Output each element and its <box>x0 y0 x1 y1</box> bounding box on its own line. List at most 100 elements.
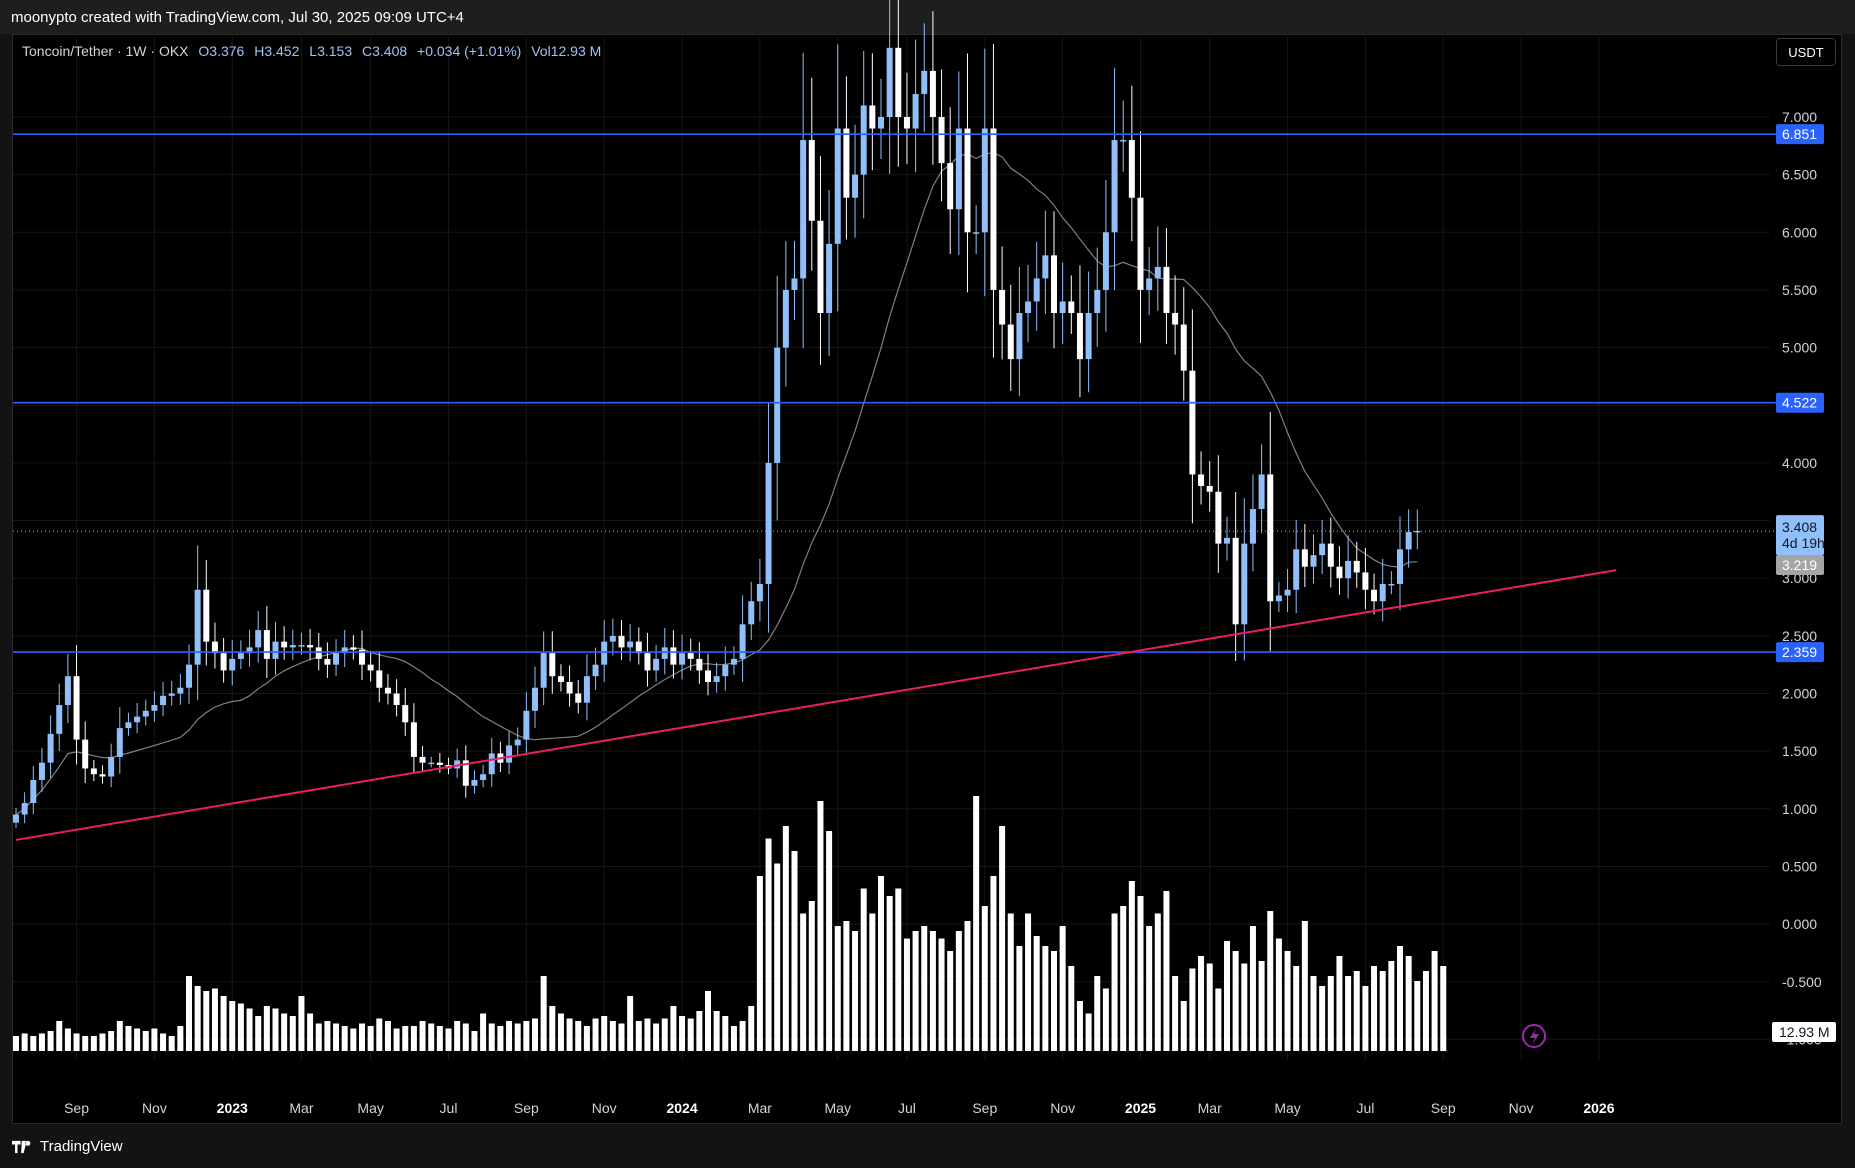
candle-body <box>1094 289 1101 314</box>
volume-bar <box>298 996 305 1051</box>
x-tick-label: Sep <box>972 1100 997 1116</box>
volume-bar <box>860 888 867 1051</box>
volume-bar <box>237 1003 244 1051</box>
volume-bar <box>134 1028 141 1051</box>
volume-bar <box>1059 926 1066 1051</box>
ma-price-label: 3.219 <box>1782 557 1817 573</box>
x-tick-label: 2026 <box>1583 1100 1614 1116</box>
tradingview-logo-icon <box>12 1140 31 1153</box>
candle-body <box>73 676 80 740</box>
volume-bar <box>1016 946 1023 1051</box>
volume-bar <box>730 1026 737 1051</box>
volume-bar <box>324 1021 331 1051</box>
volume-bar <box>1353 971 1360 1051</box>
x-tick-label: Sep <box>1431 1100 1456 1116</box>
volume-bar <box>644 1018 651 1051</box>
candle-body <box>1224 537 1230 544</box>
volume-bar <box>973 796 980 1051</box>
volume-bar <box>488 1023 495 1051</box>
legend-change: +0.034 (+1.01%) <box>417 43 522 59</box>
volume-bar <box>575 1021 582 1051</box>
volume-bar <box>912 931 919 1051</box>
volume-bar <box>1111 913 1118 1051</box>
candle-body <box>800 140 807 279</box>
volume-bar <box>826 831 833 1051</box>
volume-bar <box>1414 981 1421 1051</box>
volume-bar <box>774 863 781 1051</box>
volume-bar <box>56 1021 63 1051</box>
volume-bar <box>125 1026 132 1051</box>
candle-body <box>1327 543 1334 567</box>
volume-bar <box>142 1031 149 1051</box>
volume-bar <box>1025 913 1032 1051</box>
candle-body <box>869 105 876 129</box>
volume-bar <box>21 1033 28 1051</box>
volume-bar <box>116 1021 123 1051</box>
volume-bar <box>1241 963 1248 1051</box>
last-price-label: 3.408 <box>1782 519 1817 535</box>
volume-bar <box>1397 946 1403 1051</box>
candle-body <box>1301 549 1308 567</box>
candle-body <box>315 647 322 659</box>
candle-body <box>220 653 227 671</box>
candle-body <box>1319 543 1326 556</box>
volume-bar <box>367 1026 374 1051</box>
x-tick-label: Jul <box>898 1100 916 1116</box>
volume-bar <box>38 1033 45 1051</box>
candle-body <box>1198 474 1205 486</box>
candle-body <box>151 705 158 711</box>
volume-bar <box>272 1008 279 1051</box>
candle-body <box>307 645 314 648</box>
volume-bar <box>1094 976 1101 1051</box>
x-tick-label: Mar <box>1198 1100 1222 1116</box>
volume-bar <box>73 1033 80 1051</box>
volume-bar <box>514 1023 521 1051</box>
candle-body <box>999 289 1006 325</box>
volume-bar <box>722 1016 729 1051</box>
volume-bar <box>843 921 850 1051</box>
volume-bar <box>1232 951 1239 1051</box>
candle-body <box>878 117 884 129</box>
candle-body <box>125 722 132 729</box>
volume-bar <box>1319 986 1326 1051</box>
candle-body <box>1154 266 1161 279</box>
volume-bar <box>1206 963 1213 1051</box>
volume-bar <box>1224 941 1230 1051</box>
tradingview-brand[interactable]: TradingView <box>12 1138 123 1155</box>
volume-bar <box>1154 913 1161 1051</box>
candle-body <box>514 739 521 746</box>
candle-body <box>1042 255 1049 279</box>
ma-price-tag <box>1776 554 1824 575</box>
candle-body <box>1068 301 1075 314</box>
legend-low: L3.153 <box>309 43 353 59</box>
candle-body <box>1163 266 1170 314</box>
volume-bar <box>410 1026 417 1051</box>
volume-bar <box>938 938 945 1051</box>
candle-body <box>1206 485 1213 492</box>
x-tick-label: 2023 <box>217 1100 248 1116</box>
candle-body <box>488 753 495 775</box>
candle-body <box>1059 301 1066 314</box>
volume-bar <box>151 1028 158 1051</box>
ascending-trendline[interactable] <box>15 569 1617 841</box>
volume-bar <box>1310 976 1317 1051</box>
candle-body <box>246 647 253 654</box>
candle-body <box>1293 549 1300 590</box>
candle-body <box>186 664 192 688</box>
volume-bar <box>1215 988 1222 1051</box>
currency-button[interactable]: USDT <box>1776 38 1836 66</box>
moving-average-line <box>15 152 1418 816</box>
candle-body <box>1405 532 1412 550</box>
volume-bar <box>350 1028 357 1051</box>
volume-bar <box>895 888 902 1051</box>
volume-bar <box>428 1023 435 1051</box>
candle-body <box>1241 543 1248 625</box>
candle-body <box>1120 140 1127 142</box>
candle-body <box>964 128 971 233</box>
legend-open: O3.376 <box>198 43 245 59</box>
x-tick-label: Jul <box>440 1100 458 1116</box>
volume-bar <box>229 1001 236 1051</box>
candle-body <box>289 645 296 648</box>
volume-bar <box>549 1006 556 1051</box>
